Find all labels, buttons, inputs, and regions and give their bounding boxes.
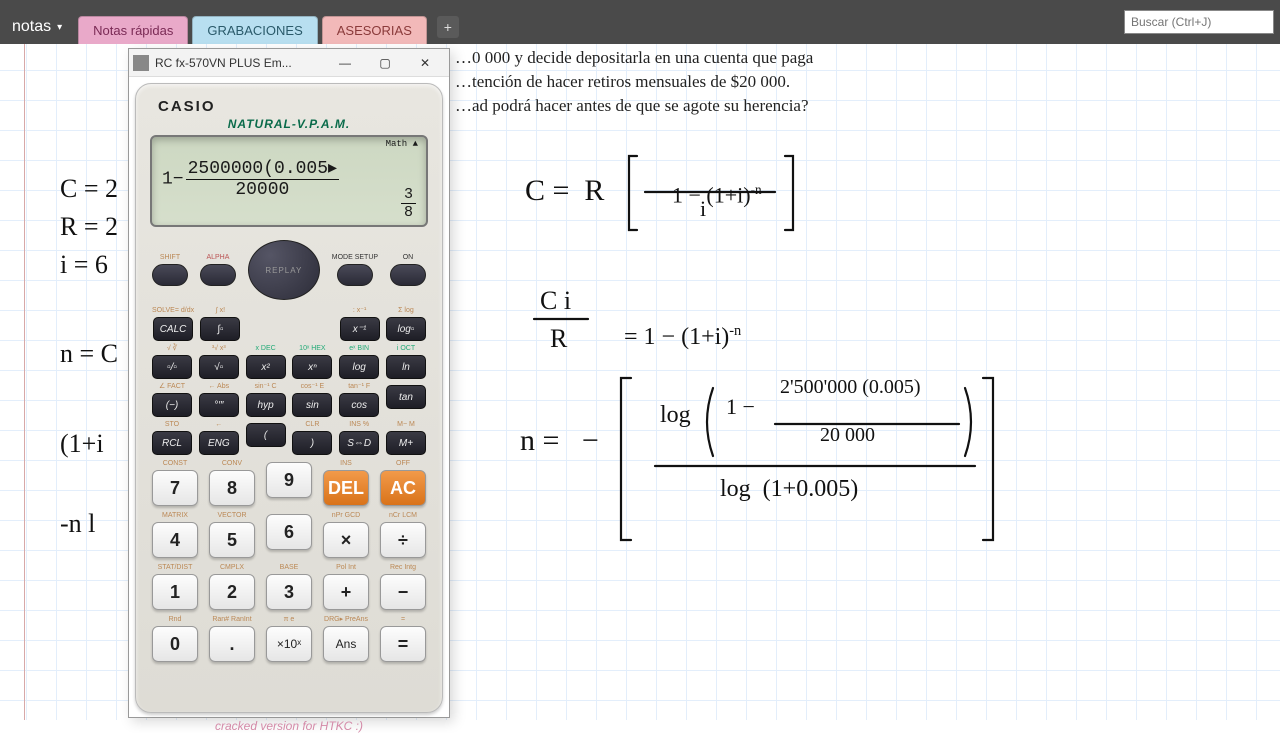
calc-footer: cracked version for HTKC :) bbox=[129, 719, 449, 733]
cos-btn[interactable]: cos bbox=[339, 393, 379, 417]
shift-button[interactable] bbox=[152, 264, 188, 286]
hand-eq3-innernum: 2'500'000 (0.005) bbox=[780, 376, 921, 399]
hand-note-n: n = C bbox=[60, 339, 118, 369]
tab-strip: Notas rápidas GRABACIONES ASESORIAS + bbox=[78, 16, 459, 44]
log-btn[interactable]: log bbox=[339, 355, 379, 379]
key-2[interactable]: 2 bbox=[209, 574, 255, 610]
sqrt-btn[interactable]: √▫ bbox=[199, 355, 239, 379]
app-icon bbox=[133, 55, 149, 71]
frac-btn[interactable]: ▫/▫ bbox=[152, 355, 192, 379]
logbox-btn[interactable]: log▫ bbox=[386, 317, 426, 341]
calculator-display: Math ▲ 1−2500000(0.005▸20000 3 8 bbox=[150, 135, 428, 227]
calculator-body: CASIO NATURAL-V.P.A.M. Math ▲ 1−2500000(… bbox=[135, 83, 443, 713]
tab-grabaciones[interactable]: GRABACIONES bbox=[192, 16, 317, 44]
hand-eq3-innerden: 20 000 bbox=[820, 424, 875, 447]
search-input[interactable] bbox=[1124, 10, 1274, 34]
display-result: 3 8 bbox=[401, 186, 416, 221]
key-div[interactable]: ÷ bbox=[380, 522, 426, 558]
add-tab-button[interactable]: + bbox=[437, 16, 459, 38]
xinv-btn[interactable]: x⁻¹ bbox=[340, 317, 380, 341]
hand-eq2-frac bbox=[532, 316, 592, 322]
hand-eq3-log1: log bbox=[660, 402, 691, 429]
key-mul[interactable]: × bbox=[323, 522, 369, 558]
key-6[interactable]: 6 bbox=[266, 514, 312, 550]
key-1[interactable]: 1 bbox=[152, 574, 198, 610]
hand-note-i: i = 6 bbox=[60, 250, 108, 280]
display-indicator: Math ▲ bbox=[386, 139, 418, 149]
mplus-btn[interactable]: M+ bbox=[386, 431, 426, 455]
hand-eq3-oneminus: 1 − bbox=[726, 394, 755, 420]
eng-btn[interactable]: ENG bbox=[199, 431, 239, 455]
key-0[interactable]: 0 bbox=[152, 626, 198, 662]
key-add[interactable]: + bbox=[323, 574, 369, 610]
close-button[interactable]: ✕ bbox=[405, 52, 445, 74]
calculator-window: RC fx-570VN PLUS Em... — ▢ ✕ CASIO NATUR… bbox=[128, 48, 450, 718]
hand-note-paren: (1+i bbox=[60, 429, 104, 459]
sd-btn[interactable]: S⇔D bbox=[339, 431, 379, 455]
key-del[interactable]: DEL bbox=[323, 470, 369, 506]
key-eq[interactable]: = bbox=[380, 626, 426, 662]
hand-eq1-den: i bbox=[700, 196, 706, 222]
hand-eq3-bot: log (1+0.005) bbox=[720, 476, 858, 503]
key-9[interactable]: 9 bbox=[266, 462, 312, 498]
rparen-btn[interactable]: ) bbox=[292, 431, 332, 455]
hand-note-C: C = 2 bbox=[60, 174, 118, 204]
maximize-button[interactable]: ▢ bbox=[365, 52, 405, 74]
lparen-btn[interactable]: ( bbox=[246, 423, 286, 447]
sin-btn[interactable]: sin bbox=[292, 393, 332, 417]
xn-btn[interactable]: xⁿ bbox=[292, 355, 332, 379]
fn-labels-1: SOLVE= d/dxCALC ∫ x!∫▫ : x⁻¹x⁻¹ Σ loglog… bbox=[144, 305, 434, 343]
margin-rule bbox=[24, 44, 25, 720]
key-ans[interactable]: Ans bbox=[323, 626, 369, 662]
problem-text: …0 000 y decide depositarla en una cuent… bbox=[455, 46, 825, 118]
ln-btn[interactable]: ln bbox=[386, 355, 426, 379]
notebook-menu-label: notas bbox=[12, 18, 51, 36]
hand-eq1-lhs: C = R bbox=[525, 174, 604, 208]
notebook-menu[interactable]: notas ▾ bbox=[0, 10, 74, 44]
key-7[interactable]: 7 bbox=[152, 470, 198, 506]
hand-note-nl: -n l bbox=[60, 509, 95, 539]
key-ac[interactable]: AC bbox=[380, 470, 426, 506]
calc-top-controls: SHIFT ALPHA REPLAY MODE SETUP ON bbox=[144, 235, 434, 305]
tab-asesorias[interactable]: ASESORIAS bbox=[322, 16, 427, 44]
mode-button[interactable] bbox=[337, 264, 373, 286]
replay-dpad[interactable]: REPLAY bbox=[248, 240, 320, 300]
key-dot[interactable]: . bbox=[209, 626, 255, 662]
app-top-bar: notas ▾ Notas rápidas GRABACIONES ASESOR… bbox=[0, 0, 1280, 44]
rcl-btn[interactable]: RCL bbox=[152, 431, 192, 455]
display-expression: 1−2500000(0.005▸20000 bbox=[162, 157, 339, 200]
chevron-down-icon: ▾ bbox=[57, 22, 62, 33]
hand-note-R: R = 2 bbox=[60, 212, 118, 242]
minimize-button[interactable]: — bbox=[325, 52, 365, 74]
x2-btn[interactable]: x² bbox=[246, 355, 286, 379]
key-5[interactable]: 5 bbox=[209, 522, 255, 558]
hand-eq3-lhs: n = − bbox=[520, 424, 599, 458]
window-titlebar[interactable]: RC fx-570VN PLUS Em... — ▢ ✕ bbox=[129, 49, 449, 77]
key-4[interactable]: 4 bbox=[152, 522, 198, 558]
key-3[interactable]: 3 bbox=[266, 574, 312, 610]
window-title: RC fx-570VN PLUS Em... bbox=[155, 56, 292, 70]
tan-btn[interactable]: tan bbox=[386, 385, 426, 409]
hand-eq2-top: C i bbox=[540, 286, 571, 316]
key-exp[interactable]: ×10ˣ bbox=[266, 626, 312, 662]
brand-label: CASIO bbox=[144, 92, 434, 117]
subbrand-label: NATURAL-V.P.A.M. bbox=[144, 117, 434, 131]
tab-notas-rapidas[interactable]: Notas rápidas bbox=[78, 16, 188, 44]
key-sub[interactable]: − bbox=[380, 574, 426, 610]
hand-eq2-bot: R bbox=[550, 324, 567, 354]
neg-btn[interactable]: (−) bbox=[152, 393, 192, 417]
alpha-button[interactable] bbox=[200, 264, 236, 286]
on-button[interactable] bbox=[390, 264, 426, 286]
dms-btn[interactable]: °′″ bbox=[199, 393, 239, 417]
key-8[interactable]: 8 bbox=[209, 470, 255, 506]
hyp-btn[interactable]: hyp bbox=[246, 393, 286, 417]
integral-btn[interactable]: ∫▫ bbox=[200, 317, 240, 341]
calc-btn[interactable]: CALC bbox=[153, 317, 193, 341]
